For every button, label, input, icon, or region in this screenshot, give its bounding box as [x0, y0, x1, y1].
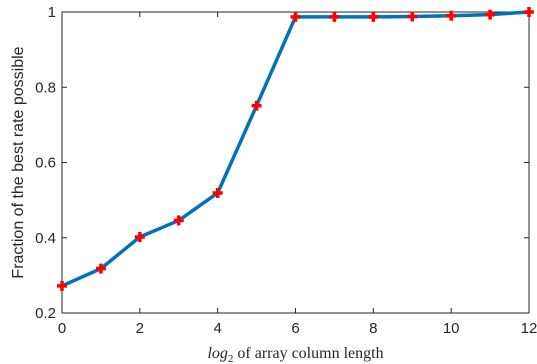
series-group [57, 7, 534, 291]
data-point-marker [524, 7, 534, 17]
y-tick-label: 0.4 [35, 230, 56, 247]
y-tick-label: 1 [48, 4, 56, 21]
data-point-marker [57, 280, 67, 291]
data-point-marker [173, 215, 184, 226]
x-tick-label: 10 [443, 320, 460, 337]
data-point-marker [407, 11, 418, 22]
axes-box [61, 11, 530, 314]
tick-labels: 0 2 4 6 8 10 12 0.2 0.4 0.6 0.8 1 [35, 4, 537, 337]
y-tick-label: 0.6 [35, 155, 56, 172]
x-tick-label: 4 [213, 320, 221, 337]
data-point-marker [446, 10, 457, 21]
x-tick-label: 0 [58, 320, 66, 337]
data-point-marker [368, 11, 379, 22]
x-axis-label-rest: of array column length [233, 345, 383, 362]
data-point-marker [329, 11, 340, 22]
y-tick-label: 0.2 [35, 305, 56, 322]
data-point-marker [251, 100, 262, 111]
data-point-marker [290, 11, 301, 22]
series-line [60, 10, 531, 288]
axis-ticks [61, 11, 530, 314]
x-tick-label: 8 [369, 320, 377, 337]
x-axis-label: log2 of array column length [207, 345, 383, 364]
data-point-marker [95, 263, 106, 274]
x-axis-label-subscript: 2 [228, 353, 234, 364]
x-tick-label: 12 [521, 320, 537, 337]
data-point-marker [212, 187, 223, 198]
x-tick-label: 2 [136, 320, 144, 337]
x-axis-label-math: log [207, 345, 227, 362]
x-tick-label: 6 [291, 320, 299, 337]
data-point-marker [134, 231, 145, 242]
y-tick-label: 0.8 [35, 79, 56, 96]
axes-frame [61, 11, 530, 314]
y-axis-label: Fraction of the best rate possible [10, 46, 27, 278]
data-point-marker [485, 9, 496, 20]
